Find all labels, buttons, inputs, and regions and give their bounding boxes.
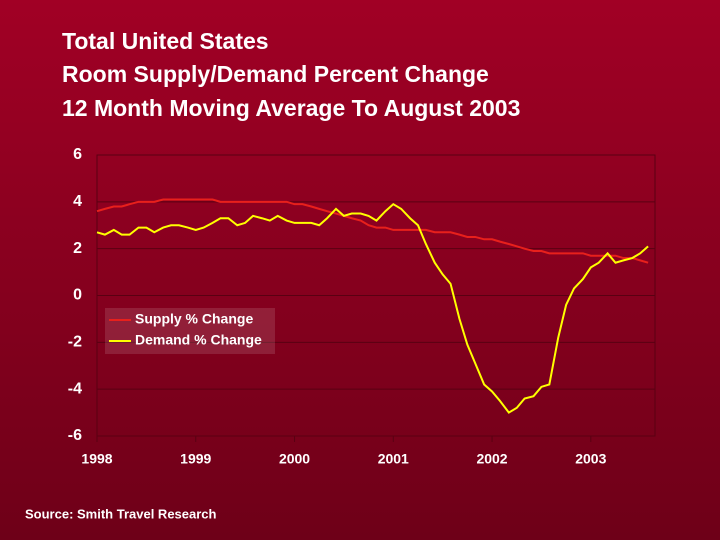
source-note: Source: Smith Travel Research [25, 506, 217, 521]
y-tick-label: 6 [73, 146, 82, 163]
x-tick-label: 2003 [575, 451, 606, 467]
y-tick-label: -2 [68, 334, 82, 351]
x-tick-label: 2001 [378, 451, 409, 467]
legend-label: Supply % Change [135, 311, 253, 327]
y-tick-label: 0 [73, 287, 82, 304]
data-line [96, 202, 649, 414]
x-tick-label: 2002 [476, 451, 507, 467]
x-tick-label: 1999 [180, 451, 211, 467]
x-tick-label: 2000 [279, 451, 310, 467]
legend-box [105, 308, 275, 354]
y-tick-label: -4 [68, 380, 82, 397]
x-tick-label: 1998 [81, 451, 112, 467]
y-tick-label: 4 [73, 193, 82, 210]
legend-label: Demand % Change [135, 332, 262, 348]
chart-title: Total United States [62, 28, 269, 54]
data-line [96, 198, 649, 264]
chart-title: Room Supply/Demand Percent Change [62, 61, 489, 87]
y-tick-label: -6 [68, 427, 82, 444]
chart-title: 12 Month Moving Average To August 2003 [62, 95, 520, 121]
y-tick-label: 2 [73, 240, 82, 257]
plot-frame [96, 154, 656, 437]
